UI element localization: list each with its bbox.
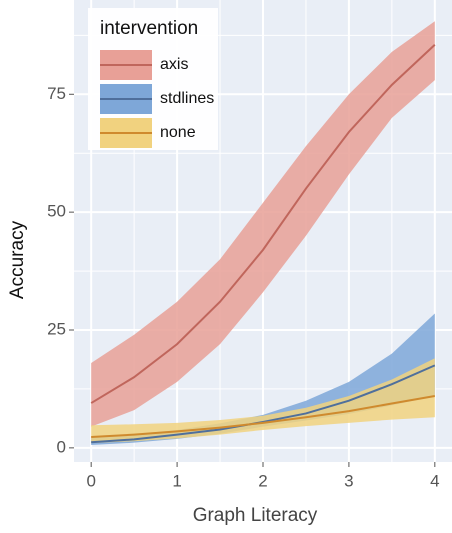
legend-label: stdlines	[160, 90, 214, 107]
y-tick-label: 25	[47, 319, 66, 338]
legend-title: intervention	[100, 18, 198, 39]
x-tick-label: 4	[430, 471, 439, 490]
y-axis-title: Accuracy	[7, 220, 28, 299]
legend-label: axis	[160, 56, 188, 73]
ribbon	[91, 21, 435, 427]
line	[90, 44, 436, 404]
x-tick-label: 1	[172, 471, 181, 490]
legend-label: none	[160, 124, 196, 141]
x-tick-label: 3	[344, 471, 353, 490]
ribbon	[91, 358, 435, 444]
x-tick-label: 2	[258, 471, 267, 490]
y-tick-label: 75	[47, 84, 66, 103]
x-axis-title: Graph Literacy	[193, 505, 318, 526]
line	[91, 395, 435, 439]
y-tick-label: 50	[47, 202, 66, 221]
y-tick-label: 0	[57, 437, 66, 456]
x-tick-label: 0	[86, 471, 95, 490]
